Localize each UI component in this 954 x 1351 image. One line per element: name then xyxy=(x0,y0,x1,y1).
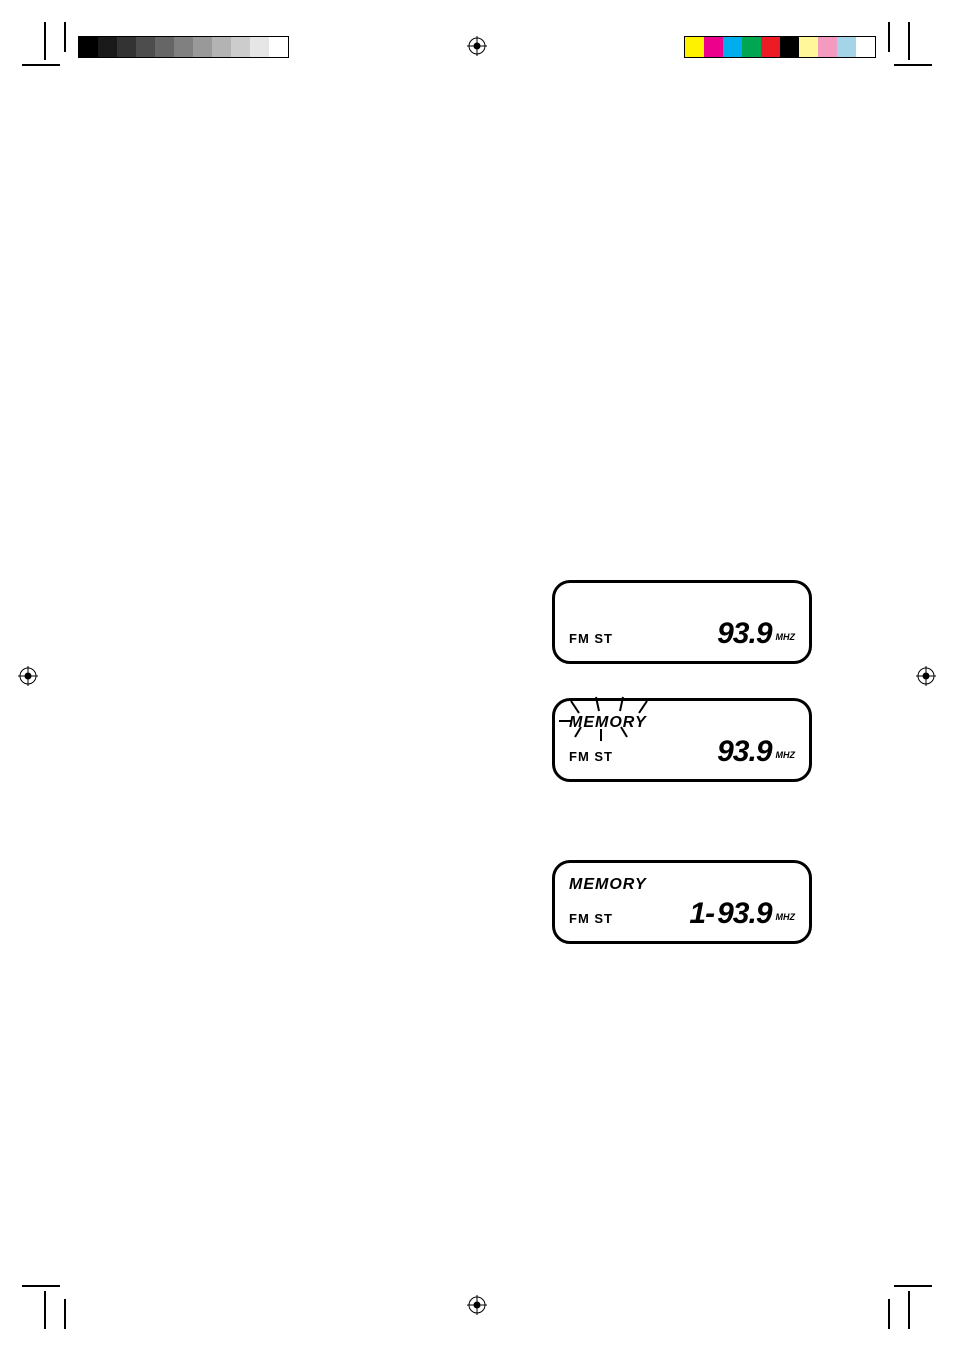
swatch xyxy=(98,37,117,57)
swatch xyxy=(136,37,155,57)
band-indicator: FM ST xyxy=(569,750,613,763)
registration-mark-icon xyxy=(467,1295,487,1315)
swatch xyxy=(761,37,780,57)
color-calibration-bar xyxy=(684,36,876,58)
crop-mark xyxy=(60,22,66,52)
swatch xyxy=(79,37,98,57)
frequency-unit: MHZ xyxy=(776,913,796,922)
swatch xyxy=(212,37,231,57)
swatch xyxy=(174,37,193,57)
registration-mark-icon xyxy=(18,666,38,686)
memory-indicator: MEMORY xyxy=(569,715,647,731)
swatch xyxy=(155,37,174,57)
swatch xyxy=(117,37,136,57)
frequency-readout: 93.9 MHZ xyxy=(717,619,795,649)
crop-mark xyxy=(22,1285,60,1291)
grayscale-calibration-bar xyxy=(78,36,289,58)
crop-mark xyxy=(40,22,46,60)
swatch xyxy=(231,37,250,57)
memory-indicator: MEMORY xyxy=(569,877,647,893)
swatch xyxy=(742,37,761,57)
swatch xyxy=(685,37,704,57)
band-indicator: FM ST xyxy=(569,632,613,645)
lcd-display-2: MEMORY FM ST 93.9 MHZ xyxy=(552,698,812,782)
registration-mark-icon xyxy=(916,666,936,686)
swatch xyxy=(269,37,288,57)
crop-mark xyxy=(60,1299,66,1329)
crop-mark xyxy=(908,1291,914,1329)
frequency-unit: MHZ xyxy=(776,633,796,642)
preset-number: 1- xyxy=(689,899,714,929)
swatch xyxy=(193,37,212,57)
crop-mark xyxy=(888,1299,894,1329)
swatch xyxy=(818,37,837,57)
band-indicator: FM ST xyxy=(569,912,613,925)
swatch xyxy=(837,37,856,57)
swatch xyxy=(704,37,723,57)
frequency-unit: MHZ xyxy=(776,751,796,760)
crop-mark xyxy=(908,22,914,60)
lcd-display-3: MEMORY FM ST 1- 93.9 MHZ xyxy=(552,860,812,944)
crop-mark xyxy=(894,60,932,66)
crop-mark xyxy=(888,22,894,52)
frequency-value: 93.9 xyxy=(717,899,771,929)
swatch xyxy=(780,37,799,57)
swatch xyxy=(799,37,818,57)
swatch xyxy=(723,37,742,57)
frequency-value: 93.9 xyxy=(717,737,771,767)
frequency-readout: 93.9 MHZ xyxy=(717,737,795,767)
crop-mark xyxy=(22,60,60,66)
swatch xyxy=(856,37,875,57)
swatch xyxy=(250,37,269,57)
crop-mark xyxy=(894,1285,932,1291)
lcd-display-1: FM ST 93.9 MHZ xyxy=(552,580,812,664)
crop-mark xyxy=(40,1291,46,1329)
frequency-value: 93.9 xyxy=(717,619,771,649)
registration-mark-icon xyxy=(467,36,487,56)
frequency-readout: 1- 93.9 MHZ xyxy=(689,899,795,929)
